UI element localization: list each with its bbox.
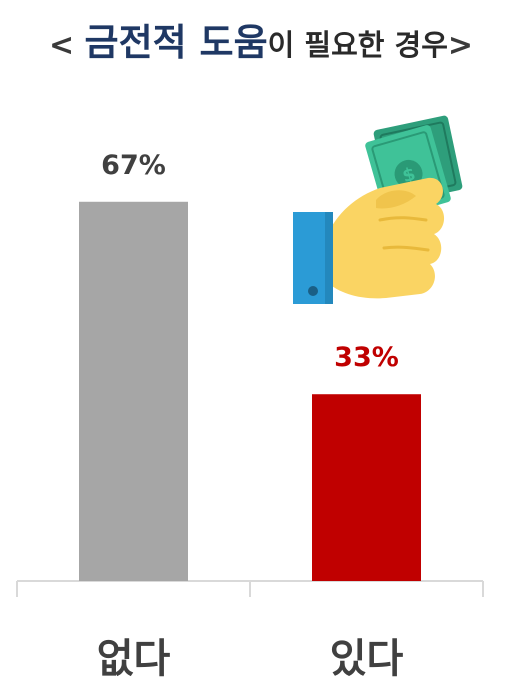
hand-holding-money-icon: $ (293, 115, 463, 304)
bar-yes (312, 394, 421, 581)
value-label-no: 67% (101, 150, 166, 181)
category-label-yes: 있다 (330, 636, 404, 682)
category-label-no: 없다 (97, 636, 171, 682)
chart-title: < 금전적 도움이 필요한 경우> (0, 12, 522, 66)
title-emphasis: 금전적 도움 (84, 21, 268, 64)
title-open-bracket: < (48, 28, 75, 63)
value-label-yes: 33% (334, 342, 399, 373)
title-close-bracket: > (447, 28, 474, 63)
bar-no (79, 201, 188, 581)
title-rest: 이 필요한 경우 (267, 28, 448, 62)
